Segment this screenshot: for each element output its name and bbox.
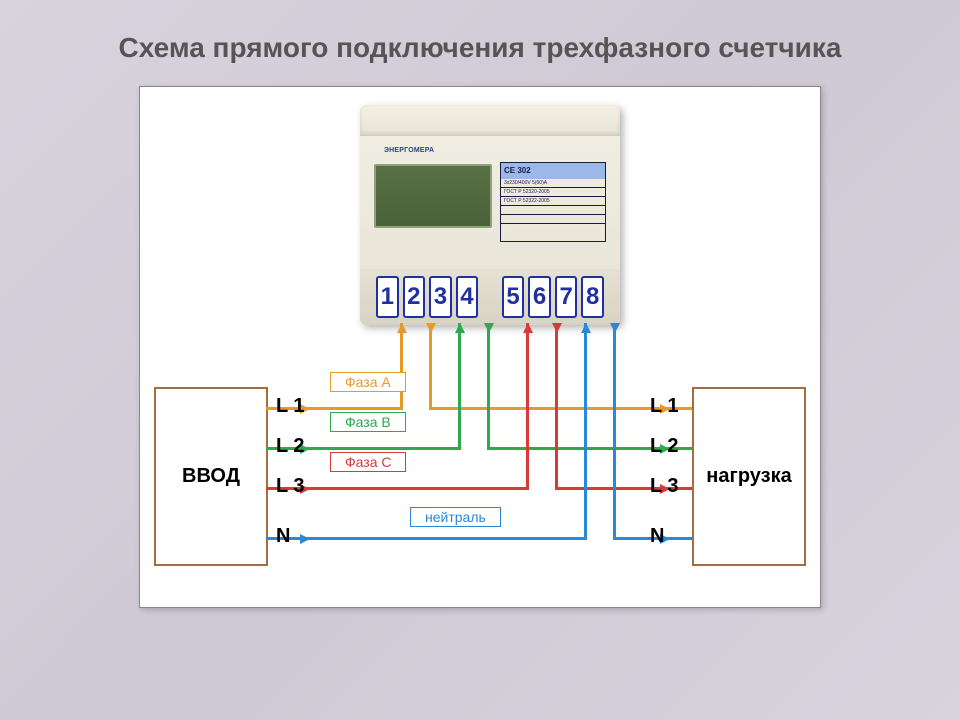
wire-out-v-L2 xyxy=(487,323,490,450)
label-in-L3: L 3 xyxy=(276,475,305,498)
arrow-in-L2 xyxy=(455,323,465,333)
meter-device: ЭНЕРГОМЕРА СЕ 302 3х230/400V 5(60)А ГОСТ… xyxy=(360,105,620,325)
terminal-4: 4 xyxy=(456,276,479,318)
label-in-N: N xyxy=(276,525,290,548)
meter-spec-block: СЕ 302 3х230/400V 5(60)А ГОСТ Р 52320-20… xyxy=(500,162,606,242)
wire-in-v-L2 xyxy=(458,323,461,450)
wire-out-v-N xyxy=(613,323,616,540)
label-out-N: N xyxy=(650,525,664,548)
wiring-diagram: ЭНЕРГОМЕРА СЕ 302 3х230/400V 5(60)А ГОСТ… xyxy=(139,86,821,608)
tag-phase-c: Фаза С xyxy=(330,452,406,472)
label-out-L2: L 2 xyxy=(650,435,679,458)
terminal-7: 7 xyxy=(555,276,578,318)
meter-model: СЕ 302 xyxy=(501,163,605,178)
arrow-in-L3 xyxy=(523,323,533,333)
wire-out-v-L1 xyxy=(429,323,432,410)
arrow-out-L1 xyxy=(426,323,436,333)
wire-out-v-L3 xyxy=(555,323,558,490)
meter-terminals: 12345678 xyxy=(360,269,620,325)
meter-lcd xyxy=(374,164,492,228)
label-in-L2: L 2 xyxy=(276,435,305,458)
tag-phase-a: Фаза А xyxy=(330,372,406,392)
terminal-6: 6 xyxy=(528,276,551,318)
arrow-out-N xyxy=(610,323,620,333)
arrow-in-N xyxy=(581,323,591,333)
terminal-3: 3 xyxy=(429,276,452,318)
terminal-8: 8 xyxy=(581,276,604,318)
terminal-1: 1 xyxy=(376,276,399,318)
load-box: нагрузка xyxy=(692,387,806,566)
label-out-L3: L 3 xyxy=(650,475,679,498)
meter-brand: ЭНЕРГОМЕРА xyxy=(384,147,434,154)
terminal-2: 2 xyxy=(403,276,426,318)
page-title: Схема прямого подключения трехфазного сч… xyxy=(40,30,920,66)
terminal-5: 5 xyxy=(502,276,525,318)
label-in-L1: L 1 xyxy=(276,395,305,418)
arrow-in-h-N xyxy=(300,534,310,544)
label-out-L1: L 1 xyxy=(650,395,679,418)
tag-phase-b: Фаза В xyxy=(330,412,406,432)
wire-in-v-L1 xyxy=(400,323,403,410)
input-box: ВВОД xyxy=(154,387,268,566)
meter-top-cover xyxy=(360,105,620,136)
wire-in-v-L3 xyxy=(526,323,529,490)
wire-in-v-N xyxy=(584,323,587,540)
arrow-in-L1 xyxy=(397,323,407,333)
arrow-out-L2 xyxy=(484,323,494,333)
wire-in-h-N xyxy=(266,537,584,540)
arrow-out-L3 xyxy=(552,323,562,333)
tag-neutral: нейтраль xyxy=(410,507,501,527)
